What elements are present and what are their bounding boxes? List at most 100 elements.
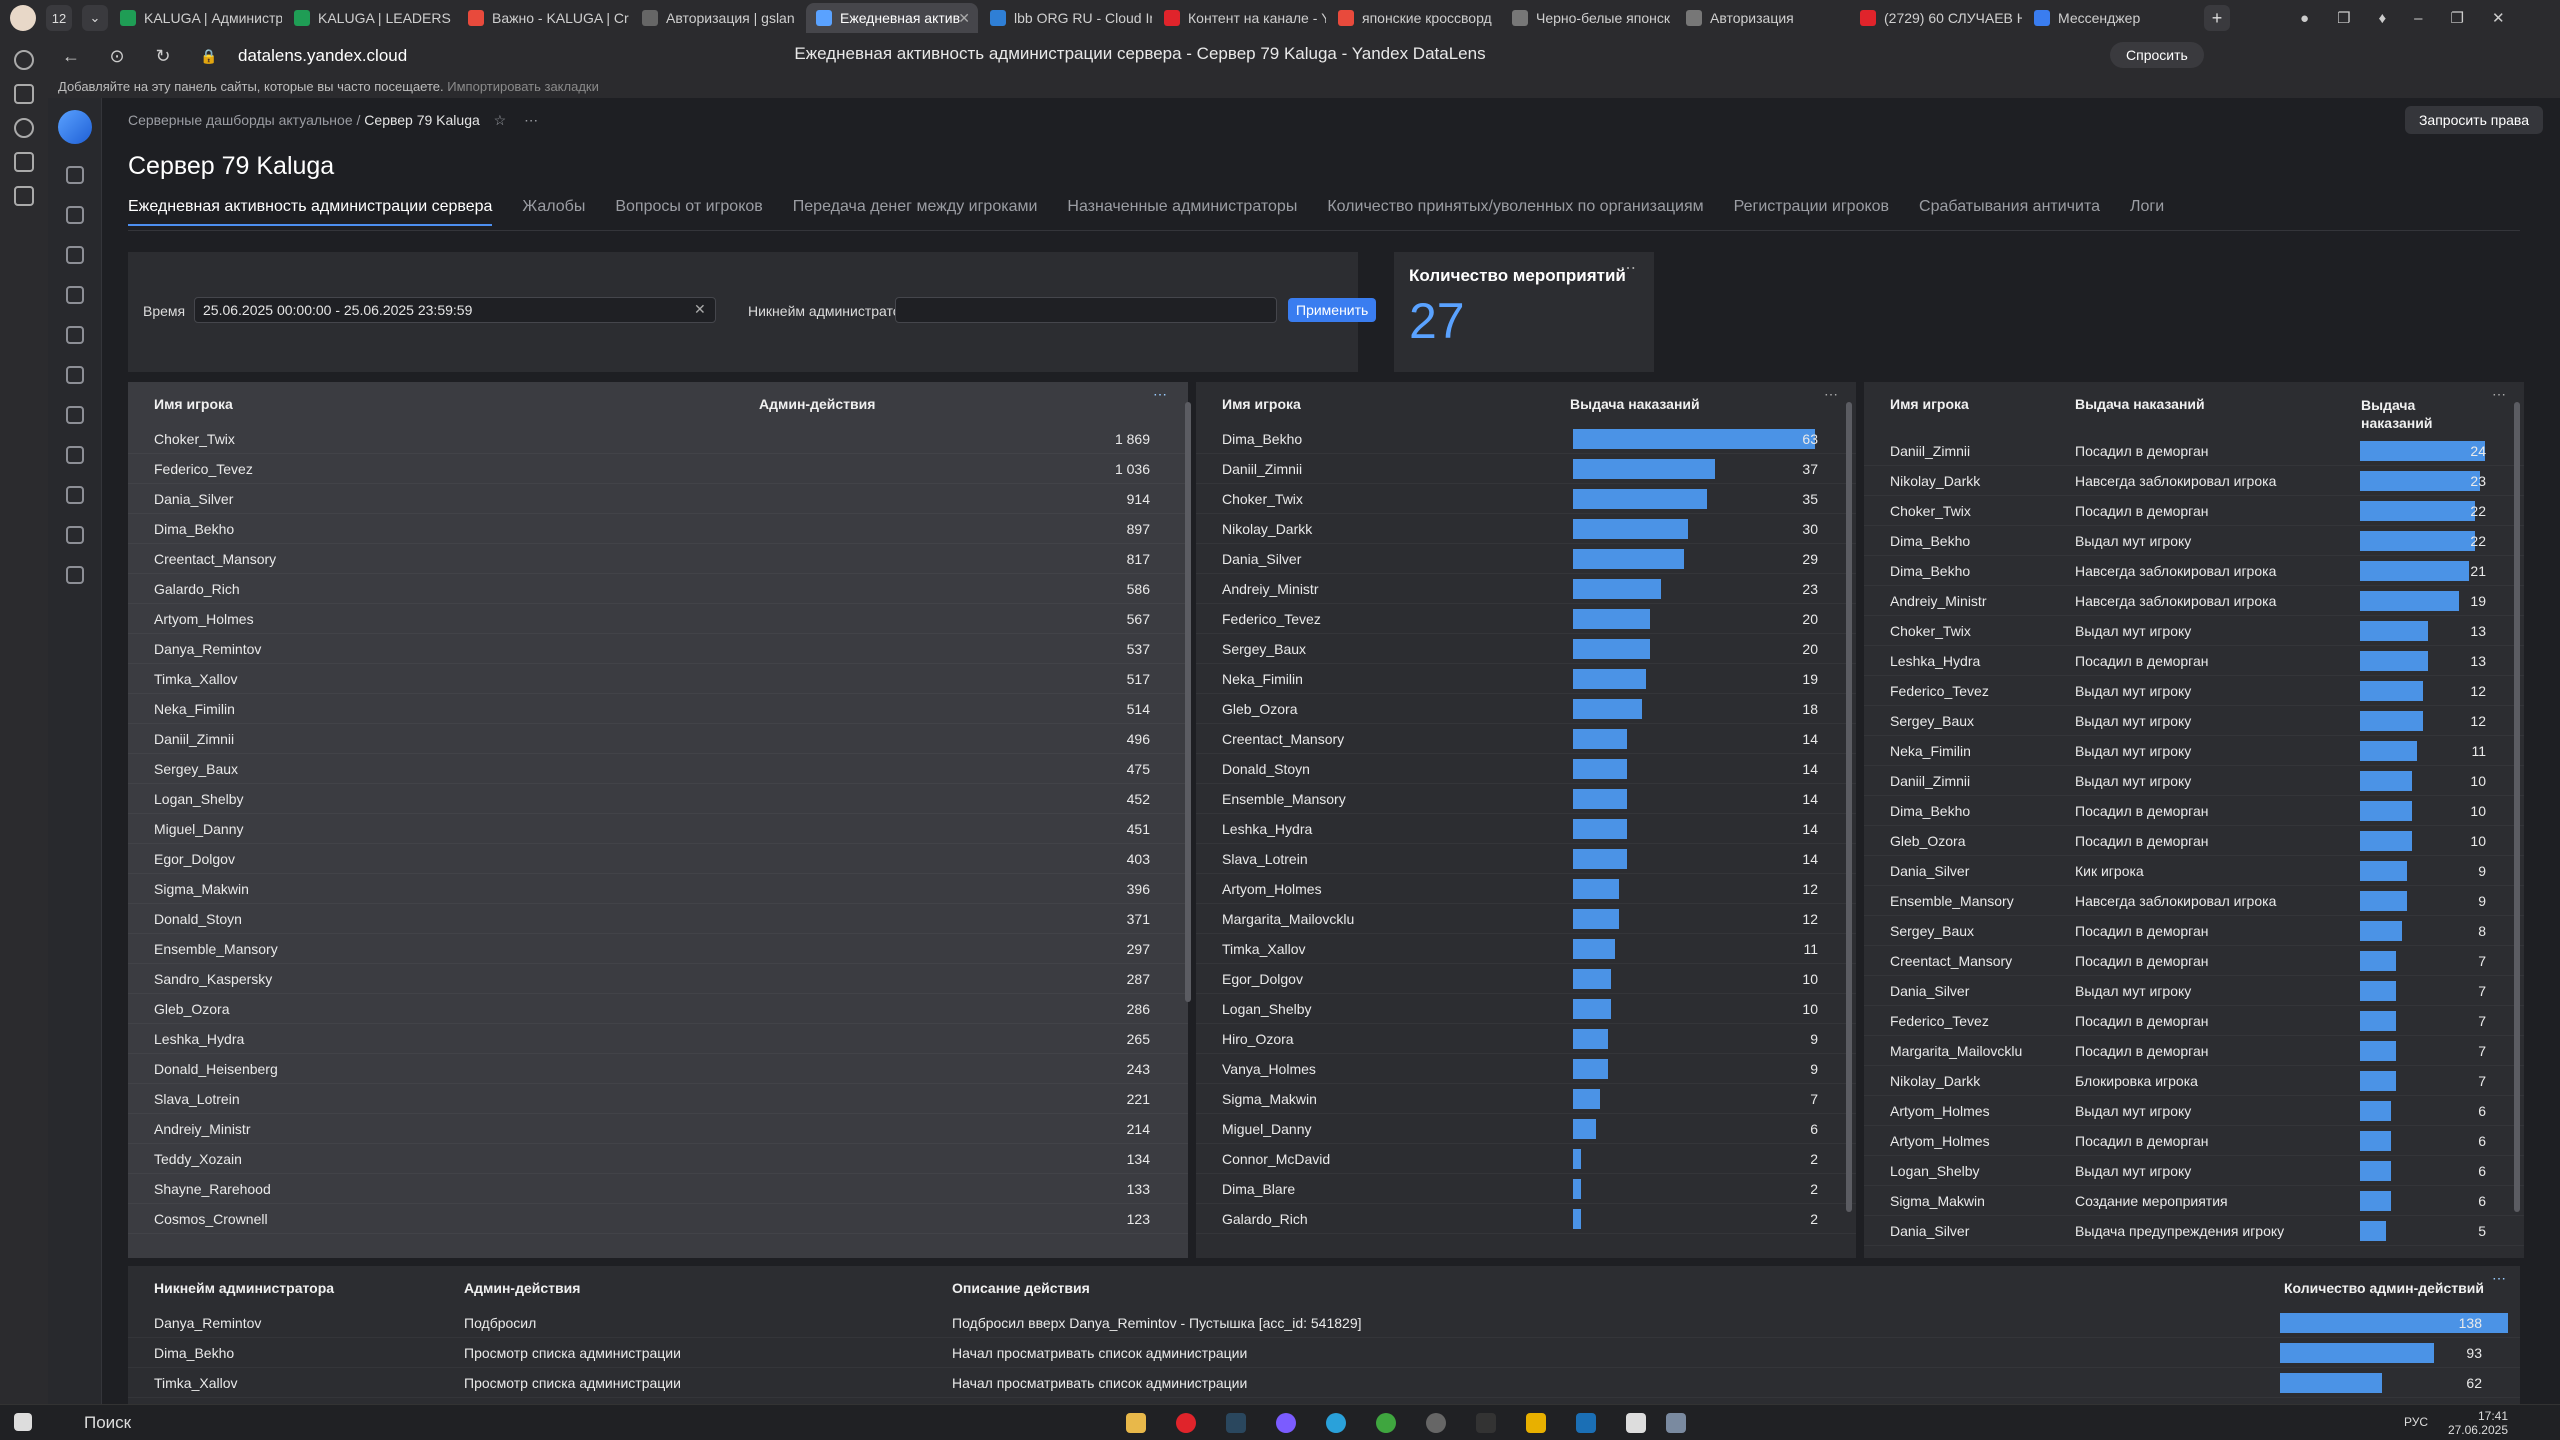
col-player[interactable]: Имя игрока <box>1890 396 1969 412</box>
col-admin[interactable]: Никнейм администратора <box>154 1280 335 1296</box>
browser-tab[interactable]: Авторизация | gslan <box>632 3 804 33</box>
table-row[interactable]: Timka_Xallov 517 <box>128 664 1188 694</box>
table-row[interactable]: Sigma_Makwin 396 <box>128 874 1188 904</box>
table-row[interactable]: Leshka_Hydra Посадил в деморган 13 <box>1864 646 2524 676</box>
apply-button[interactable]: Применить <box>1288 298 1377 322</box>
more-icon[interactable]: ⋯ <box>1153 386 1167 402</box>
more-icon[interactable]: ⋯ <box>2492 386 2506 402</box>
table-row[interactable]: Choker_Twix Посадил в деморган 22 <box>1864 496 2524 526</box>
table-row[interactable]: Donald_Stoyn 14 <box>1196 754 1856 784</box>
history-icon[interactable] <box>14 50 34 70</box>
app-icon[interactable] <box>1666 1413 1686 1433</box>
table-row[interactable]: Connor_McDavid 2 <box>1196 1144 1856 1174</box>
url-field[interactable]: datalens.yandex.cloud <box>238 46 408 65</box>
browser-tab[interactable]: Черно-белые японск <box>1502 3 1674 33</box>
ask-button[interactable]: Спросить <box>2110 42 2204 68</box>
table-row[interactable]: Leshka_Hydra 14 <box>1196 814 1856 844</box>
start-icon[interactable] <box>14 1413 32 1431</box>
tab-count-button[interactable]: 12 <box>46 5 72 31</box>
tab-4[interactable]: Передача денег между игроками <box>792 198 1038 215</box>
star-icon[interactable] <box>65 286 84 304</box>
site-info-icon[interactable]: ⊙ <box>109 45 125 66</box>
table-row[interactable]: Daniil_Zimnii Выдал мут игроку 10 <box>1864 766 2524 796</box>
table-row[interactable]: Timka_Xallov Просмотр списка администраци… <box>128 1368 2520 1398</box>
collections-icon[interactable] <box>65 246 84 264</box>
language-indicator[interactable]: РУС <box>2404 1415 2429 1429</box>
browser-tab[interactable]: Ежедневная актив ✕ <box>806 3 978 33</box>
table-row[interactable]: Daniil_Zimnii 496 <box>128 724 1188 754</box>
browser-tab[interactable]: Мессенджер <box>2024 3 2196 33</box>
connections-icon[interactable] <box>65 326 84 344</box>
close-icon[interactable]: ✕ <box>958 9 970 26</box>
more-icon[interactable]: ⋯ <box>2492 1270 2506 1286</box>
taskbar-search[interactable]: Поиск <box>84 1413 132 1432</box>
table-row[interactable]: Dima_Bekho 63 <box>1196 424 1856 454</box>
table-row[interactable]: Ensemble_Mansory 297 <box>128 934 1188 964</box>
table-row[interactable]: Ensemble_Mansory Навсегда заблокировал иг… <box>1864 886 2524 916</box>
table-row[interactable]: Dania_Silver 914 <box>128 484 1188 514</box>
table-row[interactable]: Galardo_Rich 2 <box>1196 1204 1856 1234</box>
browser-tab[interactable]: Контент на канале - Y <box>1154 3 1326 33</box>
browser-tab[interactable]: lbb ORG RU - Cloud In <box>980 3 1152 33</box>
new-tab-icon[interactable]: + <box>2204 5 2230 31</box>
table-row[interactable]: Federico_Tevez Выдал мут игроку 12 <box>1864 676 2524 706</box>
play-icon[interactable] <box>14 118 34 138</box>
table-row[interactable]: Choker_Twix 1 869 <box>128 424 1188 454</box>
table-row[interactable]: Sergey_Baux Выдал мут игроку 12 <box>1864 706 2524 736</box>
table-row[interactable]: Gleb_Ozora Посадил в деморган 10 <box>1864 826 2524 856</box>
tab-1[interactable]: Ежедневная активность администрации серв… <box>128 198 493 226</box>
apps-grid-icon[interactable] <box>65 166 84 184</box>
yandex-icon[interactable] <box>1626 1413 1646 1433</box>
more-icon[interactable]: ⋯ <box>524 112 539 128</box>
table-row[interactable]: Timka_Xallov 11 <box>1196 934 1856 964</box>
table-row[interactable]: Creentact_Mansory 14 <box>1196 724 1856 754</box>
table-row[interactable]: Federico_Tevez 20 <box>1196 604 1856 634</box>
utorrent-icon[interactable] <box>1376 1413 1396 1433</box>
table-row[interactable]: Cosmos_Crownell 123 <box>128 1204 1188 1234</box>
table-row[interactable]: Hiro_Ozora 9 <box>1196 1024 1856 1054</box>
tab-9[interactable]: Логи <box>2130 198 2165 215</box>
table-row[interactable]: Galardo_Rich 586 <box>128 574 1188 604</box>
table-row[interactable]: Andreiy_Ministr 214 <box>128 1114 1188 1144</box>
browser-tab[interactable]: Важно - KALUGA | Cr <box>458 3 630 33</box>
table-row[interactable]: Andreiy_Ministr Навсегда заблокировал игр… <box>1864 586 2524 616</box>
table-row[interactable]: Neka_Fimilin Выдал мут игроку 11 <box>1864 736 2524 766</box>
table-row[interactable]: Creentact_Mansory 817 <box>128 544 1188 574</box>
table-row[interactable]: Artyom_Holmes 12 <box>1196 874 1856 904</box>
table-row[interactable]: Sergey_Baux Посадил в деморган 8 <box>1864 916 2524 946</box>
more-icon[interactable]: ⋯ <box>1620 260 1636 277</box>
table-row[interactable]: Dania_Silver Кик игрока 9 <box>1864 856 2524 886</box>
table-row[interactable]: Creentact_Mansory Посадил в деморган 7 <box>1864 946 2524 976</box>
tab-3[interactable]: Вопросы от игроков <box>615 198 763 215</box>
table-row[interactable]: Daniil_Zimnii Посадил в деморган 24 <box>1864 436 2524 466</box>
back-icon[interactable]: ← <box>62 45 80 66</box>
tab-6[interactable]: Количество принятых/уволенных по организ… <box>1327 198 1704 215</box>
profile-avatar[interactable] <box>10 5 36 31</box>
import-bookmarks-link[interactable]: Импортировать закладки <box>447 79 599 94</box>
table-row[interactable]: Vanya_Holmes 9 <box>1196 1054 1856 1084</box>
request-access-button[interactable]: Запросить права <box>2404 106 2543 134</box>
tab-7[interactable]: Регистрации игроков <box>1733 198 1890 215</box>
table-row[interactable]: Sandro_Kaspersky 287 <box>128 964 1188 994</box>
table-row[interactable]: Choker_Twix 35 <box>1196 484 1856 514</box>
table-row[interactable]: Federico_Tevez 1 036 <box>128 454 1188 484</box>
table-row[interactable]: Gleb_Ozora 286 <box>128 994 1188 1024</box>
table-row[interactable]: Dania_Silver 29 <box>1196 544 1856 574</box>
admin-nickname-input[interactable] <box>895 297 1277 323</box>
table-row[interactable]: Andreiy_Ministr 23 <box>1196 574 1856 604</box>
table-row[interactable]: Dima_Blare 2 <box>1196 1174 1856 1204</box>
datalens-logo[interactable] <box>57 110 92 144</box>
collections-icon[interactable] <box>14 84 34 104</box>
browser-tab[interactable]: (2729) 60 СЛУЧАЕВ Н <box>1850 3 2022 33</box>
browser-tab[interactable]: японские кроссворд <box>1328 3 1500 33</box>
col-player[interactable]: Имя игрока <box>1222 396 1301 412</box>
reports-icon[interactable] <box>65 486 84 504</box>
table-row[interactable]: Sergey_Baux 20 <box>1196 634 1856 664</box>
table-row[interactable]: Nikolay_Darkk Навсегда заблокировал игрок… <box>1864 466 2524 496</box>
table-row[interactable]: Choker_Twix Выдал мут игроку 13 <box>1864 616 2524 646</box>
charts-icon[interactable] <box>65 406 84 424</box>
more-icon[interactable]: ⋯ <box>1824 386 1838 402</box>
table-row[interactable]: Dima_Bekho Просмотр списка администрации Н… <box>128 1338 2520 1368</box>
table-row[interactable]: Egor_Dolgov 403 <box>128 844 1188 874</box>
scrollbar[interactable] <box>1846 402 1852 1212</box>
